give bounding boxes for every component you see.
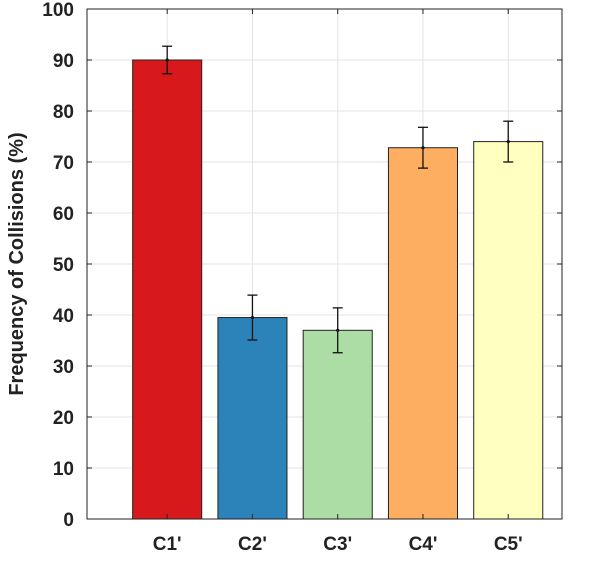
y-tick-label-4: 40 (53, 306, 74, 327)
error-bars (162, 45, 514, 354)
x-tick-label-5: C5' (494, 534, 523, 555)
error-bar-3 (332, 307, 343, 354)
y-tick-label-2: 20 (53, 408, 74, 429)
bar-3 (302, 329, 373, 520)
y-axis-ticks: 0 10 20 30 40 50 60 70 80 90 100 (42, 0, 562, 531)
y-tick-label-3: 30 (53, 357, 74, 378)
bar-4 (387, 147, 459, 520)
error-bar-5 (503, 120, 514, 163)
y-tick-label-9: 90 (53, 51, 74, 72)
x-axis-ticks: C1' C2' C3' C4' C5' (153, 9, 523, 555)
x-tick-label-2: C2' (238, 534, 267, 555)
y-tick-label-1: 10 (53, 459, 74, 480)
bar-5 (473, 141, 544, 520)
x-tick-label-3: C3' (323, 534, 352, 555)
y-axis-label: Frequency of Collisions (%) (6, 132, 28, 395)
bars (132, 59, 544, 520)
y-tick-label-0: 0 (63, 510, 74, 531)
error-bar-2 (247, 294, 258, 341)
y-tick-label-7: 70 (53, 153, 74, 174)
bar-2 (217, 317, 288, 520)
y-tick-label-6: 60 (53, 204, 74, 225)
x-tick-label-4: C4' (409, 534, 438, 555)
bar-1 (132, 59, 203, 520)
y-tick-label-10: 100 (42, 0, 74, 21)
error-bar-1 (162, 45, 173, 75)
error-bar-4 (417, 126, 428, 169)
y-tick-label-8: 80 (53, 102, 74, 123)
x-tick-label-1: C1' (153, 534, 182, 555)
y-tick-label-5: 50 (53, 255, 74, 276)
